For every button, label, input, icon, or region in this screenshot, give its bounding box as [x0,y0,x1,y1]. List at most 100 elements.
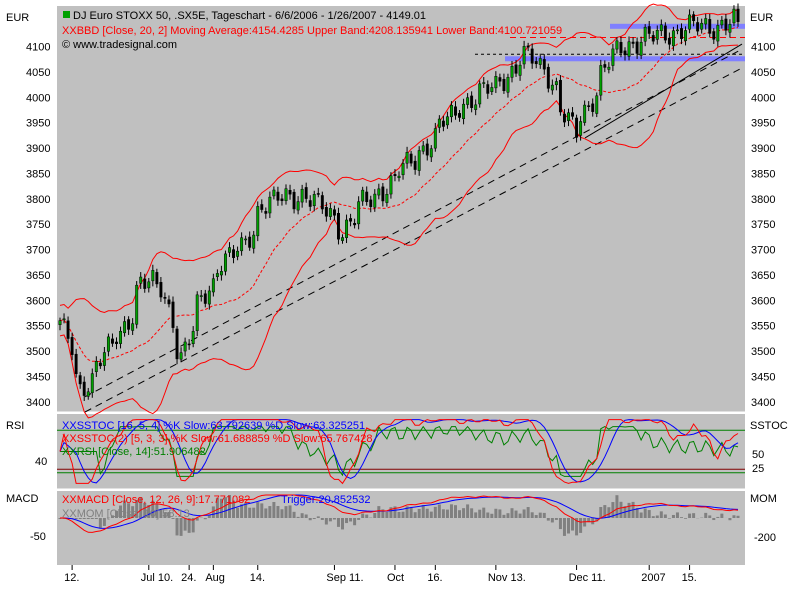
momentum-bar [639,512,643,518]
momentum-bar [611,502,615,518]
candle [627,36,631,61]
candle [159,276,163,302]
y-tick-left: 3850 [26,168,50,180]
chart-title: DJ Euro STOXX 50, .SX5E, Tageschart - 6/… [73,10,426,22]
y-tick-left: 4100 [26,42,50,54]
candle [74,348,78,378]
candle [655,25,659,45]
candle [66,316,70,344]
candle [187,339,191,350]
trigger-legend: Trigger:20.852532 [281,494,371,506]
candle [219,265,223,281]
candle [312,190,316,212]
rsi-legend: XXRSI [Close, 14]:51.906482 [62,446,206,458]
momentum-bar [135,500,139,518]
candle [143,273,147,293]
momentum-bar [195,518,199,521]
candle [207,285,211,310]
momentum-bar [486,512,490,518]
momentum-bar [248,507,252,518]
candle [268,191,272,219]
momentum-bar [240,504,244,518]
momentum-bar [458,510,462,518]
candle [151,264,155,287]
candle [240,232,244,256]
sstoc-axis-label: SSTOC [750,420,788,432]
candle [530,43,534,69]
momentum-bar [530,512,534,518]
momentum-bar [692,513,696,518]
rsi-axis-label: RSI [6,420,24,432]
momentum-bar [490,513,494,518]
momentum-bar [470,508,474,518]
momentum-bar [579,518,583,533]
bollinger-legend-text: BBD [Close, 20, 2] Moving Average:4154.4… [77,25,562,37]
momentum-bar [437,504,441,518]
momentum-bar [215,497,219,518]
momentum-bar [236,507,240,518]
candle [466,93,470,109]
momentum-bar [651,516,655,518]
candle [502,73,506,94]
candle [203,289,207,308]
momentum-bar [82,518,86,519]
y-tick-right: 3950 [751,118,775,130]
candle [724,13,728,36]
candle [62,313,66,324]
momentum-bar [684,518,688,519]
candle [458,110,461,122]
momentum-bar [526,507,530,518]
x-tick-label: Jul 10. [141,572,173,584]
momentum-bar [655,515,659,518]
momentum-bar [280,509,284,518]
candle [599,59,603,101]
candle [135,281,139,329]
mom-axis-label: MOM [750,493,777,505]
candle [244,235,248,245]
y-tick-left: 3800 [26,194,50,206]
candle [401,159,405,180]
momentum-bar [474,512,478,518]
momentum-bar [441,509,445,518]
momentum-bar [667,518,671,519]
momentum-bar [603,505,607,518]
trigger-line [60,494,739,529]
candle [474,99,478,116]
momentum-bar [688,513,692,518]
momentum-bar [494,508,498,518]
candle [361,186,365,206]
sstoc-tick-25: 25 [752,463,764,475]
candle [139,272,143,289]
candle [526,42,530,52]
candle [284,184,288,205]
candle [558,75,562,116]
candle [494,71,498,94]
candle [248,231,252,251]
momentum-bar [361,513,365,518]
momentum-bar [405,506,409,518]
candle [224,250,227,276]
candle [708,13,712,38]
y-tick-left: 3950 [26,118,50,130]
x-tick-label: Sep 11. [326,572,363,584]
y-tick-right: 3650 [751,270,775,282]
momentum-bar [175,518,179,536]
momentum-bar [232,500,236,518]
candle [720,16,724,29]
mom-legend-text: MOM [Close, 10]:58.13 [77,508,190,520]
candle [680,23,683,45]
momentum-bar [98,518,102,529]
y-tick-right: 3400 [751,397,775,409]
momentum-bar [522,509,526,518]
trendline [584,43,743,139]
momentum-bar [567,518,570,534]
momentum-bar [373,512,377,518]
momentum-bar [510,508,514,518]
momentum-bar [316,516,320,518]
momentum-bar [123,500,127,518]
stoch-d-line [59,419,739,485]
momentum-bar [558,518,562,530]
momentum-bar [466,504,470,518]
momentum-bar [462,508,466,518]
